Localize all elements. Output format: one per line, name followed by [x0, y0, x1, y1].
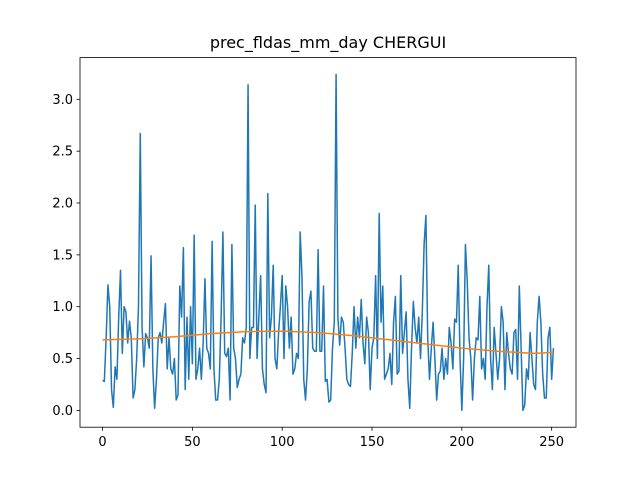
line-series	[102, 73, 555, 412]
x-tick-label: 50	[184, 435, 201, 450]
y-tick-label: 0.5	[52, 352, 73, 367]
plot-frame	[79, 57, 577, 428]
x-tick-label: 100	[270, 435, 295, 450]
y-tick-label: 0.0	[52, 404, 73, 419]
line-series	[102, 330, 554, 355]
chart-title: prec_fldas_mm_day CHERGUI	[210, 33, 446, 53]
y-tick-label: 1.5	[52, 248, 73, 263]
x-tick-label: 250	[539, 435, 564, 450]
y-tick-label: 2.0	[52, 196, 73, 211]
x-tick-label: 150	[360, 435, 385, 450]
y-tick-label: 3.0	[52, 93, 73, 108]
x-tick-label: 0	[98, 435, 106, 450]
y-tick-label: 2.5	[52, 145, 73, 160]
y-tick-label: 1.0	[52, 300, 73, 315]
x-tick-label: 200	[449, 435, 474, 450]
